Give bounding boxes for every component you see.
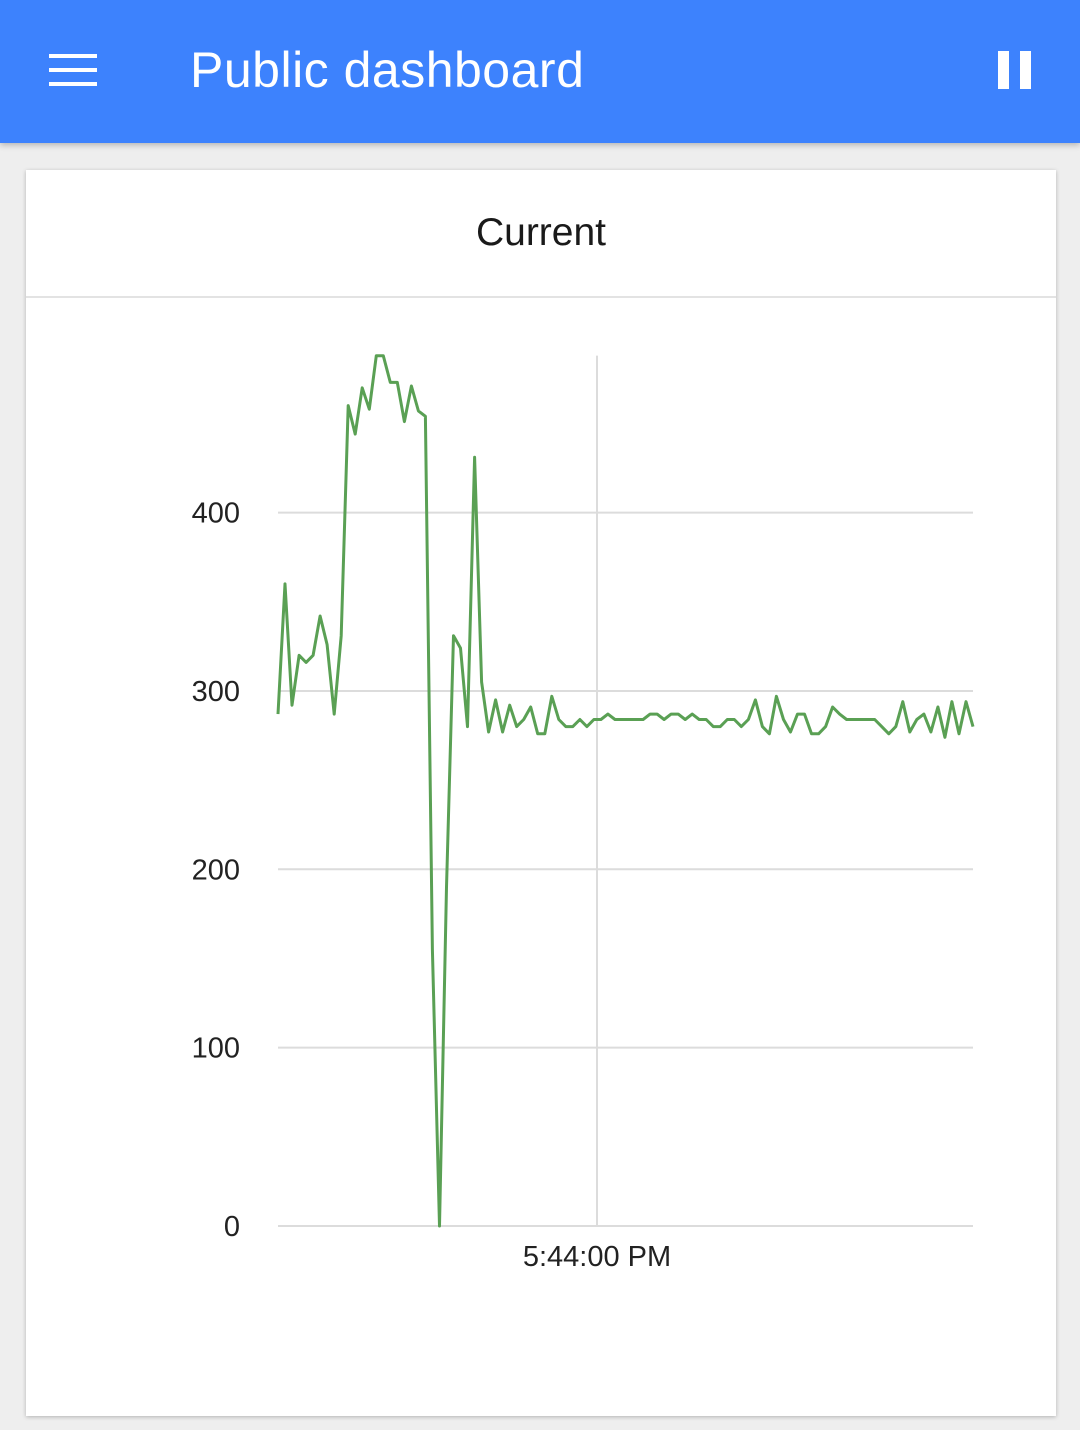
line-chart: 0 100 200 300 400 5:44:00 PM bbox=[192, 354, 975, 1273]
chart-axis-labels: 0 100 200 300 400 5:44:00 PM bbox=[192, 498, 672, 1273]
hamburger-menu-icon bbox=[49, 54, 97, 86]
series-line-current bbox=[276, 354, 975, 1228]
x-tick-label: 5:44:00 PM bbox=[523, 1241, 671, 1273]
y-tick-label: 0 bbox=[224, 1211, 240, 1243]
card-title: Current bbox=[475, 211, 607, 254]
y-tick-label: 100 bbox=[192, 1033, 240, 1065]
app-title: Public dashboard bbox=[190, 42, 585, 98]
y-tick-label: 200 bbox=[192, 854, 240, 886]
card-header: Current bbox=[26, 170, 1056, 298]
pause-icon bbox=[998, 51, 1031, 89]
y-tick-label: 400 bbox=[192, 498, 240, 530]
chart-series bbox=[276, 354, 975, 1228]
app-bar: Public dashboard bbox=[0, 0, 1080, 143]
chart-gridlines bbox=[278, 355, 973, 1227]
menu-button[interactable] bbox=[30, 30, 116, 110]
y-tick-label: 300 bbox=[192, 676, 240, 708]
chart-card: Current 0 100 200 300 400 5:44:00 PM bbox=[26, 170, 1056, 1416]
pause-button[interactable] bbox=[972, 30, 1052, 110]
